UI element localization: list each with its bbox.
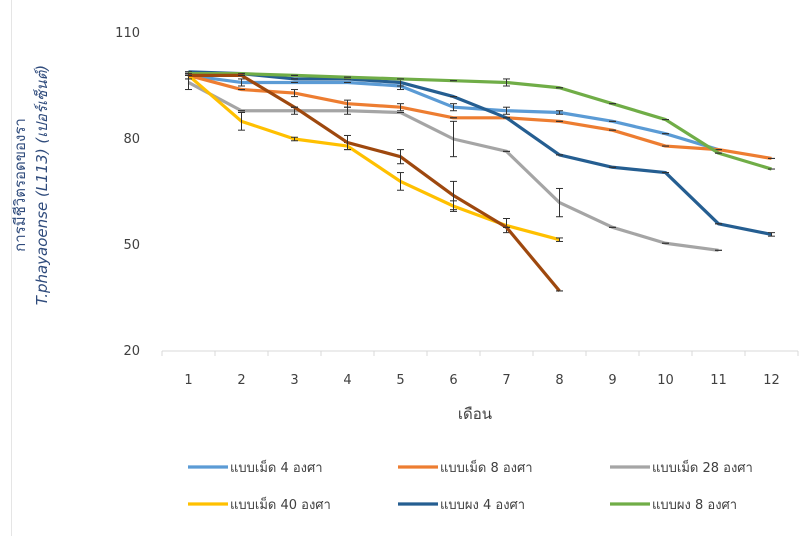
- x-axis: 1 2 3 4 5 6 7 8 9 10 11 12: [161, 350, 799, 388]
- error-bar: [397, 172, 404, 191]
- y-tick-label: 110: [115, 26, 140, 41]
- x-tick-label: 8: [555, 373, 563, 388]
- legend-label: แบบเม็ด 4 องศา: [230, 458, 323, 476]
- error-bar: [344, 106, 351, 115]
- x-tick-label: 12: [763, 373, 780, 388]
- x-axis-title: เดือน: [458, 405, 492, 423]
- series-line: [188, 72, 772, 171]
- series-group: [185, 74, 722, 252]
- x-tick-label: 7: [502, 373, 510, 388]
- error-bar: [238, 78, 245, 87]
- error-bar: [556, 237, 563, 242]
- x-tick-label: 6: [449, 373, 457, 388]
- error-bar: [556, 187, 563, 218]
- x-tick-label: 3: [290, 373, 298, 388]
- series-line: [188, 70, 772, 236]
- legend-item: แบบผง 4 องศา: [398, 498, 525, 513]
- y-tick-label: 80: [123, 132, 140, 147]
- legend-item: แบบเม็ด 8 องศา: [398, 458, 533, 476]
- error-bar: [291, 89, 298, 98]
- legend-item: แบบเม็ด 28 องศา: [610, 458, 753, 476]
- y-tick-label: 50: [123, 238, 140, 253]
- error-bar: [556, 110, 563, 115]
- legend-item: แบบเม็ด 40 องศา: [188, 495, 331, 513]
- x-tick-label: 2: [237, 373, 245, 388]
- error-bar: [397, 149, 404, 165]
- series-group: [185, 73, 563, 292]
- x-tick-label: 5: [396, 373, 404, 388]
- x-tick-label: 9: [608, 373, 616, 388]
- series-group: [185, 70, 775, 237]
- error-bar: [503, 106, 510, 115]
- error-bar: [344, 134, 351, 151]
- series-lines: [185, 70, 775, 292]
- series-group: [185, 71, 563, 242]
- left-border: [11, 0, 12, 536]
- x-tick-label: 1: [184, 373, 192, 388]
- error-bar: [503, 78, 510, 87]
- y-tick-labels: 20 50 80 110: [115, 26, 140, 359]
- x-tick-label: 4: [343, 373, 351, 388]
- series-line: [188, 73, 772, 161]
- legend-label: แบบผง 8 องศา: [652, 498, 737, 513]
- legend-label: แบบผง 4 องศา: [440, 498, 525, 513]
- legend-label: แบบเม็ด 40 องศา: [230, 495, 331, 513]
- y-tick-label: 20: [123, 344, 140, 359]
- error-bar: [291, 136, 298, 142]
- error-bar: [238, 112, 245, 131]
- error-bar: [450, 180, 457, 211]
- series-line: [188, 73, 561, 292]
- legend-label: แบบเม็ด 8 องศา: [440, 458, 533, 476]
- error-bar: [450, 120, 457, 158]
- series-group: [185, 72, 775, 171]
- legend-label: แบบเม็ด 28 องศา: [652, 458, 753, 476]
- x-tick-label: 11: [710, 373, 727, 388]
- error-bar: [768, 232, 775, 237]
- legend-item: แบบผง 8 องศา: [610, 498, 737, 513]
- x-tick-label: 10: [657, 373, 674, 388]
- legend-item: แบบเม็ด 4 องศา: [188, 458, 323, 476]
- error-bar: [450, 103, 457, 112]
- error-bar: [397, 103, 404, 112]
- series-line: [187, 74, 560, 242]
- legend: แบบเม็ด 4 องศา แบบเม็ด 8 องศา แบบเม็ด 28 อ…: [188, 458, 753, 513]
